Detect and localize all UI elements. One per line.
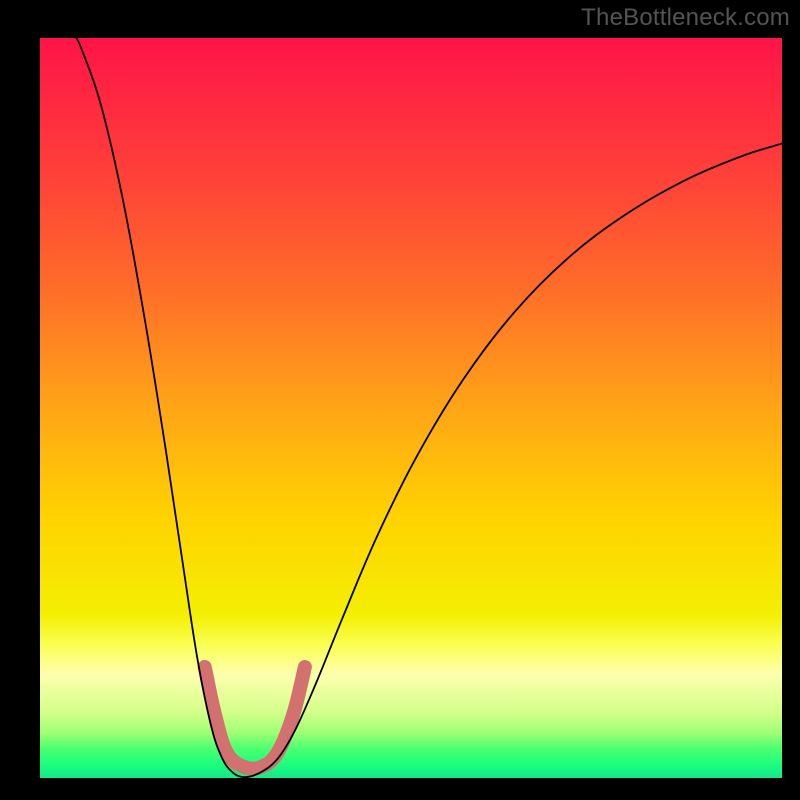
gradient-background bbox=[40, 38, 782, 778]
chart-canvas: { "watermark": { "text": "TheBottleneck.… bbox=[0, 0, 800, 800]
bottleneck-chart bbox=[0, 0, 800, 800]
watermark: TheBottleneck.com bbox=[581, 4, 790, 32]
